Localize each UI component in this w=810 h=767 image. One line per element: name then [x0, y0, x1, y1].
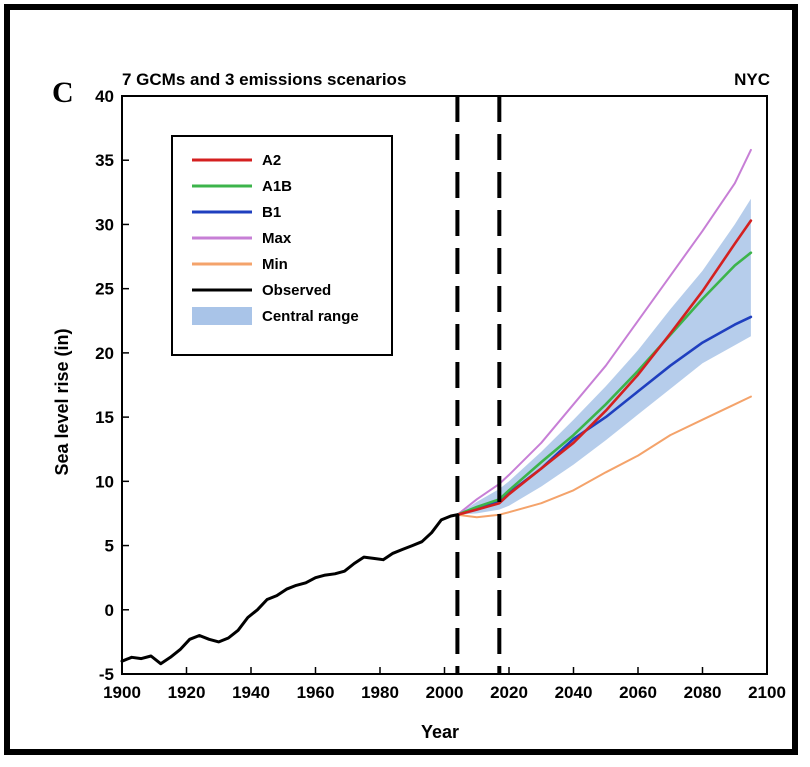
legend-label: Central range [262, 308, 359, 325]
legend-entry-b1: B1 [192, 204, 281, 221]
x-tick-label: 2060 [619, 683, 657, 702]
x-tick-label: 1940 [232, 683, 270, 702]
legend: A2 A1B B1 Max Min Observed Central range [171, 135, 393, 356]
legend-entry-central-range: Central range [192, 307, 359, 325]
x-tick-label: 1960 [297, 683, 335, 702]
central-range-band [457, 198, 751, 515]
y-tick-label: 20 [95, 344, 114, 363]
chart-title: 7 GCMs and 3 emissions scenarios [122, 70, 406, 89]
panel-label: C [52, 76, 74, 109]
plot-area [120, 95, 768, 675]
x-tick-label: 1900 [103, 683, 141, 702]
y-tick-label: 15 [95, 408, 114, 427]
legend-entry-max: Max [192, 230, 292, 247]
legend-label: Max [262, 230, 292, 247]
axis-ticks: 1900 1920 1940 1960 1980 2000 2020 2040 2060 2080… [95, 87, 786, 702]
sea-level-chart: C 7 GCMs and 3 emissions scenarios NYC 1… [52, 70, 786, 742]
x-tick-label: 2020 [490, 683, 528, 702]
y-tick-label: 35 [95, 151, 114, 170]
y-tick-label: 25 [95, 280, 114, 299]
y-tick-label: -5 [99, 665, 114, 684]
legend-label: B1 [262, 204, 281, 221]
y-axis-label: Sea level rise (in) [52, 328, 72, 475]
legend-swatch [192, 307, 252, 325]
legend-label: A2 [262, 152, 281, 169]
legend-entry-observed: Observed [192, 282, 331, 299]
series-line-observed [120, 513, 459, 666]
legend-label: A1B [262, 178, 292, 195]
x-tick-label: 1920 [168, 683, 206, 702]
x-tick-label: 2080 [684, 683, 722, 702]
legend-entry-a2: A2 [192, 152, 281, 169]
y-tick-label: 5 [105, 537, 114, 556]
series-line-a1b [456, 251, 753, 517]
legend-label: Min [262, 256, 288, 273]
legend-entry-a1b: A1B [192, 178, 292, 195]
y-tick-label: 10 [95, 472, 114, 491]
x-tick-label: 2000 [426, 683, 464, 702]
y-tick-label: 30 [95, 215, 114, 234]
x-tick-label: 1980 [361, 683, 399, 702]
x-tick-label: 2100 [748, 683, 786, 702]
x-tick-label: 2040 [555, 683, 593, 702]
series-line-max [456, 148, 752, 516]
x-axis-label: Year [421, 722, 459, 742]
y-tick-label: 40 [95, 87, 114, 106]
legend-entry-min: Min [192, 256, 288, 273]
legend-label: Observed [262, 282, 331, 299]
series-line-min [456, 395, 752, 519]
series-line-a2 [456, 219, 753, 517]
y-tick-label: 0 [105, 601, 114, 620]
location-label: NYC [734, 70, 770, 89]
figure-frame: C 7 GCMs and 3 emissions scenarios NYC 1… [4, 4, 798, 755]
